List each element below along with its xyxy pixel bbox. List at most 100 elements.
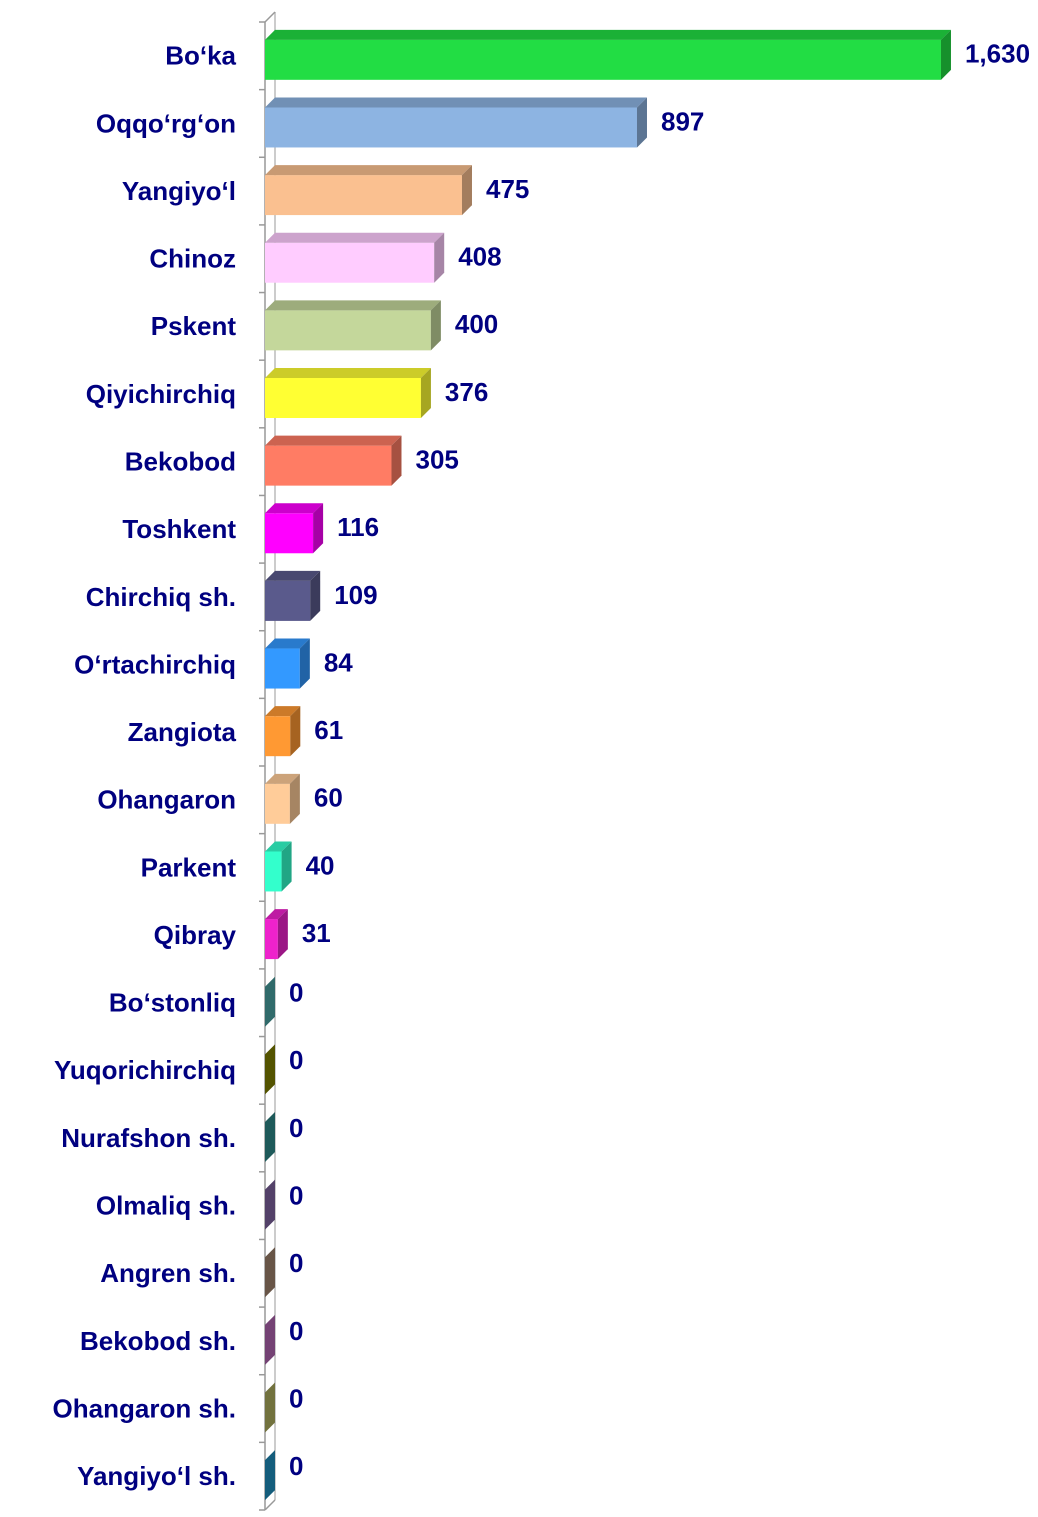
bar-side bbox=[313, 503, 324, 554]
bar-top bbox=[265, 773, 300, 784]
bar bbox=[265, 841, 292, 892]
category-label: Toshkent bbox=[122, 514, 236, 544]
value-label: 376 bbox=[445, 377, 488, 407]
bar-side bbox=[265, 1179, 275, 1230]
bar-front bbox=[265, 242, 435, 283]
category-label: Qiyichirchiq bbox=[86, 379, 236, 409]
bar-top bbox=[265, 29, 951, 40]
category-label: Yuqorichirchiq bbox=[54, 1055, 236, 1085]
bar-top bbox=[265, 909, 288, 920]
bar-front bbox=[265, 175, 462, 216]
category-label: Ohangaron bbox=[97, 785, 236, 815]
bar-side bbox=[391, 435, 402, 486]
bar-side bbox=[265, 1314, 275, 1365]
bar bbox=[265, 976, 275, 1027]
bar-side bbox=[461, 165, 472, 216]
category-label: Nurafshon sh. bbox=[61, 1123, 236, 1153]
bar-front bbox=[265, 445, 392, 486]
bar bbox=[265, 1044, 275, 1095]
value-label: 0 bbox=[289, 1316, 303, 1346]
bar-top bbox=[265, 368, 431, 378]
value-label: 0 bbox=[289, 978, 303, 1008]
bar-side bbox=[434, 232, 445, 283]
category-label: Bo‘ka bbox=[165, 41, 236, 71]
value-label: 0 bbox=[289, 1113, 303, 1143]
value-label: 0 bbox=[289, 1383, 303, 1413]
bar bbox=[265, 29, 951, 80]
bar-front bbox=[265, 783, 290, 824]
bar bbox=[265, 773, 300, 824]
bar bbox=[265, 1450, 275, 1501]
bar-top bbox=[265, 503, 324, 514]
bar-top bbox=[265, 435, 402, 446]
value-label: 305 bbox=[415, 445, 458, 475]
bar-side bbox=[290, 706, 301, 757]
bar-side bbox=[265, 1247, 275, 1298]
category-label: Ohangaron sh. bbox=[53, 1393, 236, 1423]
category-label: Olmaliq sh. bbox=[96, 1191, 236, 1221]
bar bbox=[265, 300, 441, 351]
value-label: 109 bbox=[334, 580, 377, 610]
bar-top bbox=[265, 570, 321, 581]
bar-side bbox=[265, 1382, 275, 1433]
bar-side bbox=[940, 29, 951, 80]
bar-front bbox=[265, 513, 314, 554]
bar-front bbox=[265, 851, 282, 892]
bar-side bbox=[265, 1044, 275, 1095]
bar-top bbox=[265, 706, 301, 717]
bar bbox=[265, 1112, 275, 1162]
value-label: 31 bbox=[302, 918, 331, 948]
axis-edge bbox=[264, 1499, 276, 1511]
value-label: 408 bbox=[458, 242, 501, 272]
bar-top bbox=[265, 165, 472, 176]
category-label: Oqqo‘rg‘on bbox=[96, 108, 236, 138]
bar bbox=[265, 1179, 275, 1230]
bar-side bbox=[420, 368, 431, 418]
bar-side bbox=[310, 570, 321, 621]
bar-front bbox=[265, 107, 637, 148]
value-label: 1,630 bbox=[965, 39, 1030, 69]
bar bbox=[265, 1247, 275, 1298]
category-label: Yangiyo‘l bbox=[122, 176, 236, 206]
value-label: 116 bbox=[337, 512, 379, 542]
bar-front bbox=[265, 580, 311, 621]
value-label: 0 bbox=[289, 1045, 303, 1075]
bar bbox=[265, 435, 402, 486]
value-label: 84 bbox=[324, 647, 353, 677]
bar bbox=[265, 638, 310, 689]
bar-side bbox=[265, 976, 275, 1027]
value-label: 0 bbox=[289, 1181, 303, 1211]
bar bbox=[265, 165, 472, 216]
category-label: Yangiyo‘l sh. bbox=[77, 1461, 236, 1491]
bar bbox=[265, 706, 301, 757]
bar-front bbox=[265, 378, 421, 418]
category-label: O‘rtachirchiq bbox=[74, 649, 236, 679]
bar-side bbox=[277, 909, 288, 960]
category-label: Parkent bbox=[141, 852, 237, 882]
value-label: 61 bbox=[314, 715, 343, 745]
value-label: 0 bbox=[289, 1248, 303, 1278]
bar-top bbox=[265, 232, 445, 243]
bar-top bbox=[265, 97, 647, 108]
bar-side bbox=[289, 773, 300, 824]
bar-side bbox=[265, 1450, 275, 1501]
bar-front bbox=[265, 716, 291, 757]
bar-top bbox=[265, 841, 292, 852]
category-label: Bekobod bbox=[125, 447, 236, 477]
bar-side bbox=[281, 841, 292, 892]
bar bbox=[265, 570, 321, 621]
bar-front bbox=[265, 919, 278, 960]
value-label: 897 bbox=[661, 106, 704, 136]
bar-side bbox=[299, 638, 310, 689]
category-label: Angren sh. bbox=[100, 1258, 236, 1288]
category-label: Chinoz bbox=[149, 244, 236, 274]
bar-front bbox=[265, 648, 300, 689]
bar-front bbox=[265, 310, 431, 351]
category-label: Bekobod sh. bbox=[80, 1326, 236, 1356]
bar-side bbox=[636, 97, 647, 148]
category-label: Zangiota bbox=[128, 717, 237, 747]
bar-front bbox=[265, 39, 941, 80]
category-label: Qibray bbox=[154, 920, 237, 950]
